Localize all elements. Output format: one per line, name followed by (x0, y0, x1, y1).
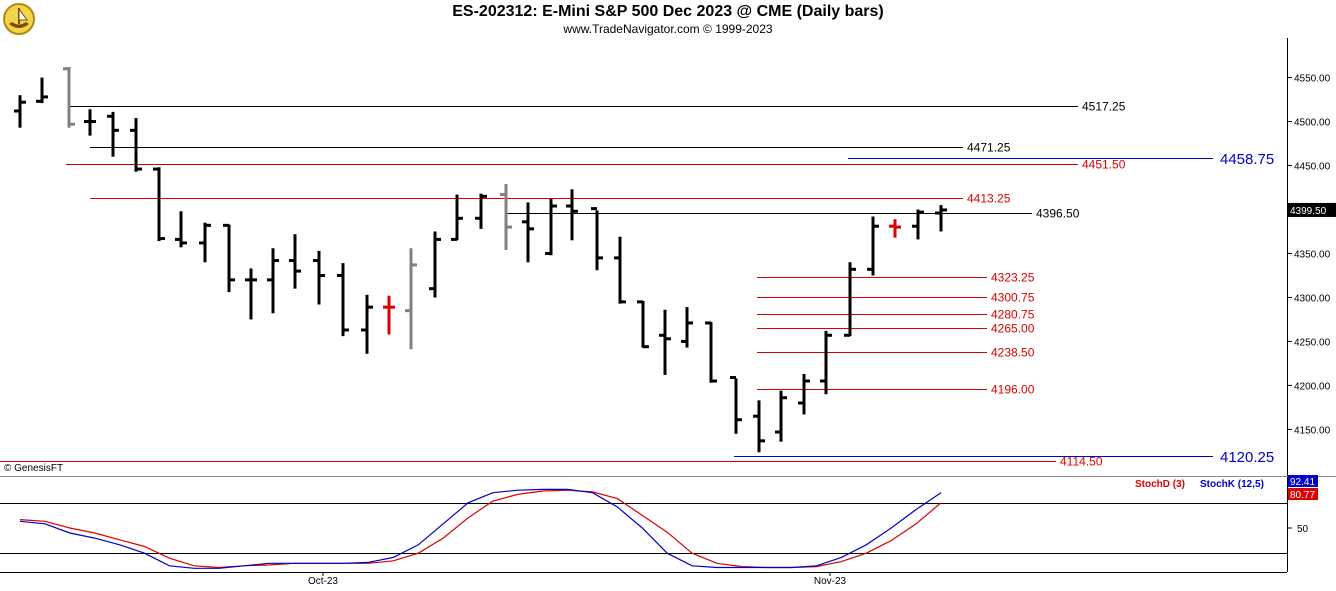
y-tick-label: 4250.00 (1294, 337, 1331, 348)
ohlc-bar (63, 67, 75, 128)
ohlc-bar (36, 77, 48, 104)
ohlc-bar (175, 211, 187, 248)
chart-title: ES-202312: E-Mini S&P 500 Dec 2023 @ CME… (452, 3, 884, 20)
level-label: 4517.25 (1082, 100, 1126, 114)
ohlc-bar (199, 222, 211, 263)
ohlc-bar (383, 295, 395, 335)
stoch-d-line (19, 489, 942, 569)
ship-logo-icon (3, 3, 35, 35)
ohlc-bar (545, 198, 557, 256)
ohlc-bar (912, 209, 924, 240)
ohlc-bar (337, 263, 349, 337)
ohlc-bar (867, 216, 879, 276)
ohlc-bar (361, 294, 373, 354)
title-bar: ES-202312: E-Mini S&P 500 Dec 2023 @ CME… (0, 0, 1336, 38)
ohlc-bar (522, 202, 534, 263)
y-tick-label: 4500.00 (1294, 118, 1331, 129)
price-panel: 4517.25 4471.25 4458.75 4451.50 4413.25 4396.… (0, 67, 1274, 469)
ohlc-bar (107, 111, 119, 157)
level-label: 4323.25 (991, 271, 1035, 285)
last-price-tag (1288, 202, 1336, 217)
stoch-k-value: 92.41 (1290, 477, 1315, 488)
ohlc-bar (223, 223, 235, 293)
ohlc-bar (566, 189, 578, 241)
ohlc-bar (475, 193, 487, 229)
ohlc-bar (681, 307, 693, 348)
copyright-label: © GenesisFT (4, 463, 64, 474)
ohlc-bar (614, 236, 626, 304)
y-tick-label: 4450.00 (1294, 162, 1331, 173)
ohlc-bar (705, 321, 717, 383)
ohlc-bar (591, 207, 603, 271)
y-tick-label: 4350.00 (1294, 249, 1331, 260)
x-tick-label: Nov-23 (814, 576, 847, 587)
stoch-y-tick-label: 50 (1297, 524, 1309, 535)
axis-layer: 4550.004500.004450.004400.004350.004300.… (0, 38, 1336, 591)
ohlc-bar (153, 167, 165, 242)
ohlc-bar (405, 248, 417, 350)
level-label: 4265.00 (991, 322, 1035, 336)
ohlc-bar (753, 400, 765, 453)
stoch-d-value-tag (1288, 488, 1318, 500)
ohlc-bar (659, 309, 671, 375)
y-tick-label: 4150.00 (1294, 425, 1331, 436)
last-price-label: 4399.50 (1290, 206, 1327, 217)
ohlc-bar (730, 375, 742, 434)
ohlc-bar (820, 330, 832, 395)
y-tick-label: 4300.00 (1294, 293, 1331, 304)
level-label: 4238.50 (991, 346, 1035, 360)
ohlc-bar (313, 250, 325, 305)
ohlc-bar (267, 248, 279, 314)
ohlc-bar (798, 373, 810, 415)
level-label: 4413.25 (967, 192, 1011, 206)
stoch-k-value-tag (1288, 475, 1318, 487)
ohlc-bar (245, 268, 257, 320)
level-label: 4114.50 (1060, 455, 1103, 469)
stochastic-panel: StochD (3) StochK (12,5) (0, 479, 1287, 569)
ohlc-bar (84, 109, 96, 136)
ohlc-bar (637, 300, 649, 349)
y-tick-label: 4550.00 (1294, 74, 1331, 85)
stoch-d-value: 80.77 (1290, 490, 1315, 501)
ohlc-bar (775, 390, 787, 442)
level-label: 4451.50 (1082, 158, 1126, 172)
legend-stoch-d: StochD (3) (1135, 479, 1185, 490)
level-label: 4120.25 (1220, 449, 1274, 466)
level-label: 4458.75 (1220, 151, 1274, 168)
level-label: 4196.00 (991, 383, 1035, 397)
legend-stoch-k: StochK (12,5) (1200, 479, 1264, 490)
ohlc-bar (14, 95, 26, 128)
ohlc-bar (844, 262, 856, 337)
level-label: 4280.75 (991, 308, 1035, 322)
x-tick-label: Oct-23 (308, 576, 338, 587)
y-tick-label: 4200.00 (1294, 381, 1331, 392)
ohlc-bar (130, 118, 142, 172)
ohlc-bar (429, 231, 441, 298)
level-label: 4396.50 (1036, 207, 1080, 221)
ohlc-bar (500, 184, 512, 250)
ohlc-bar (889, 219, 901, 238)
level-label: 4471.25 (967, 141, 1011, 155)
ohlc-bar (289, 234, 301, 289)
level-label: 4300.75 (991, 291, 1035, 305)
ohlc-bar (935, 205, 947, 232)
stoch-k-line (19, 488, 942, 569)
ohlc-bar (451, 194, 463, 241)
chart-subtitle: www.TradeNavigator.com © 1999-2023 (563, 22, 773, 36)
